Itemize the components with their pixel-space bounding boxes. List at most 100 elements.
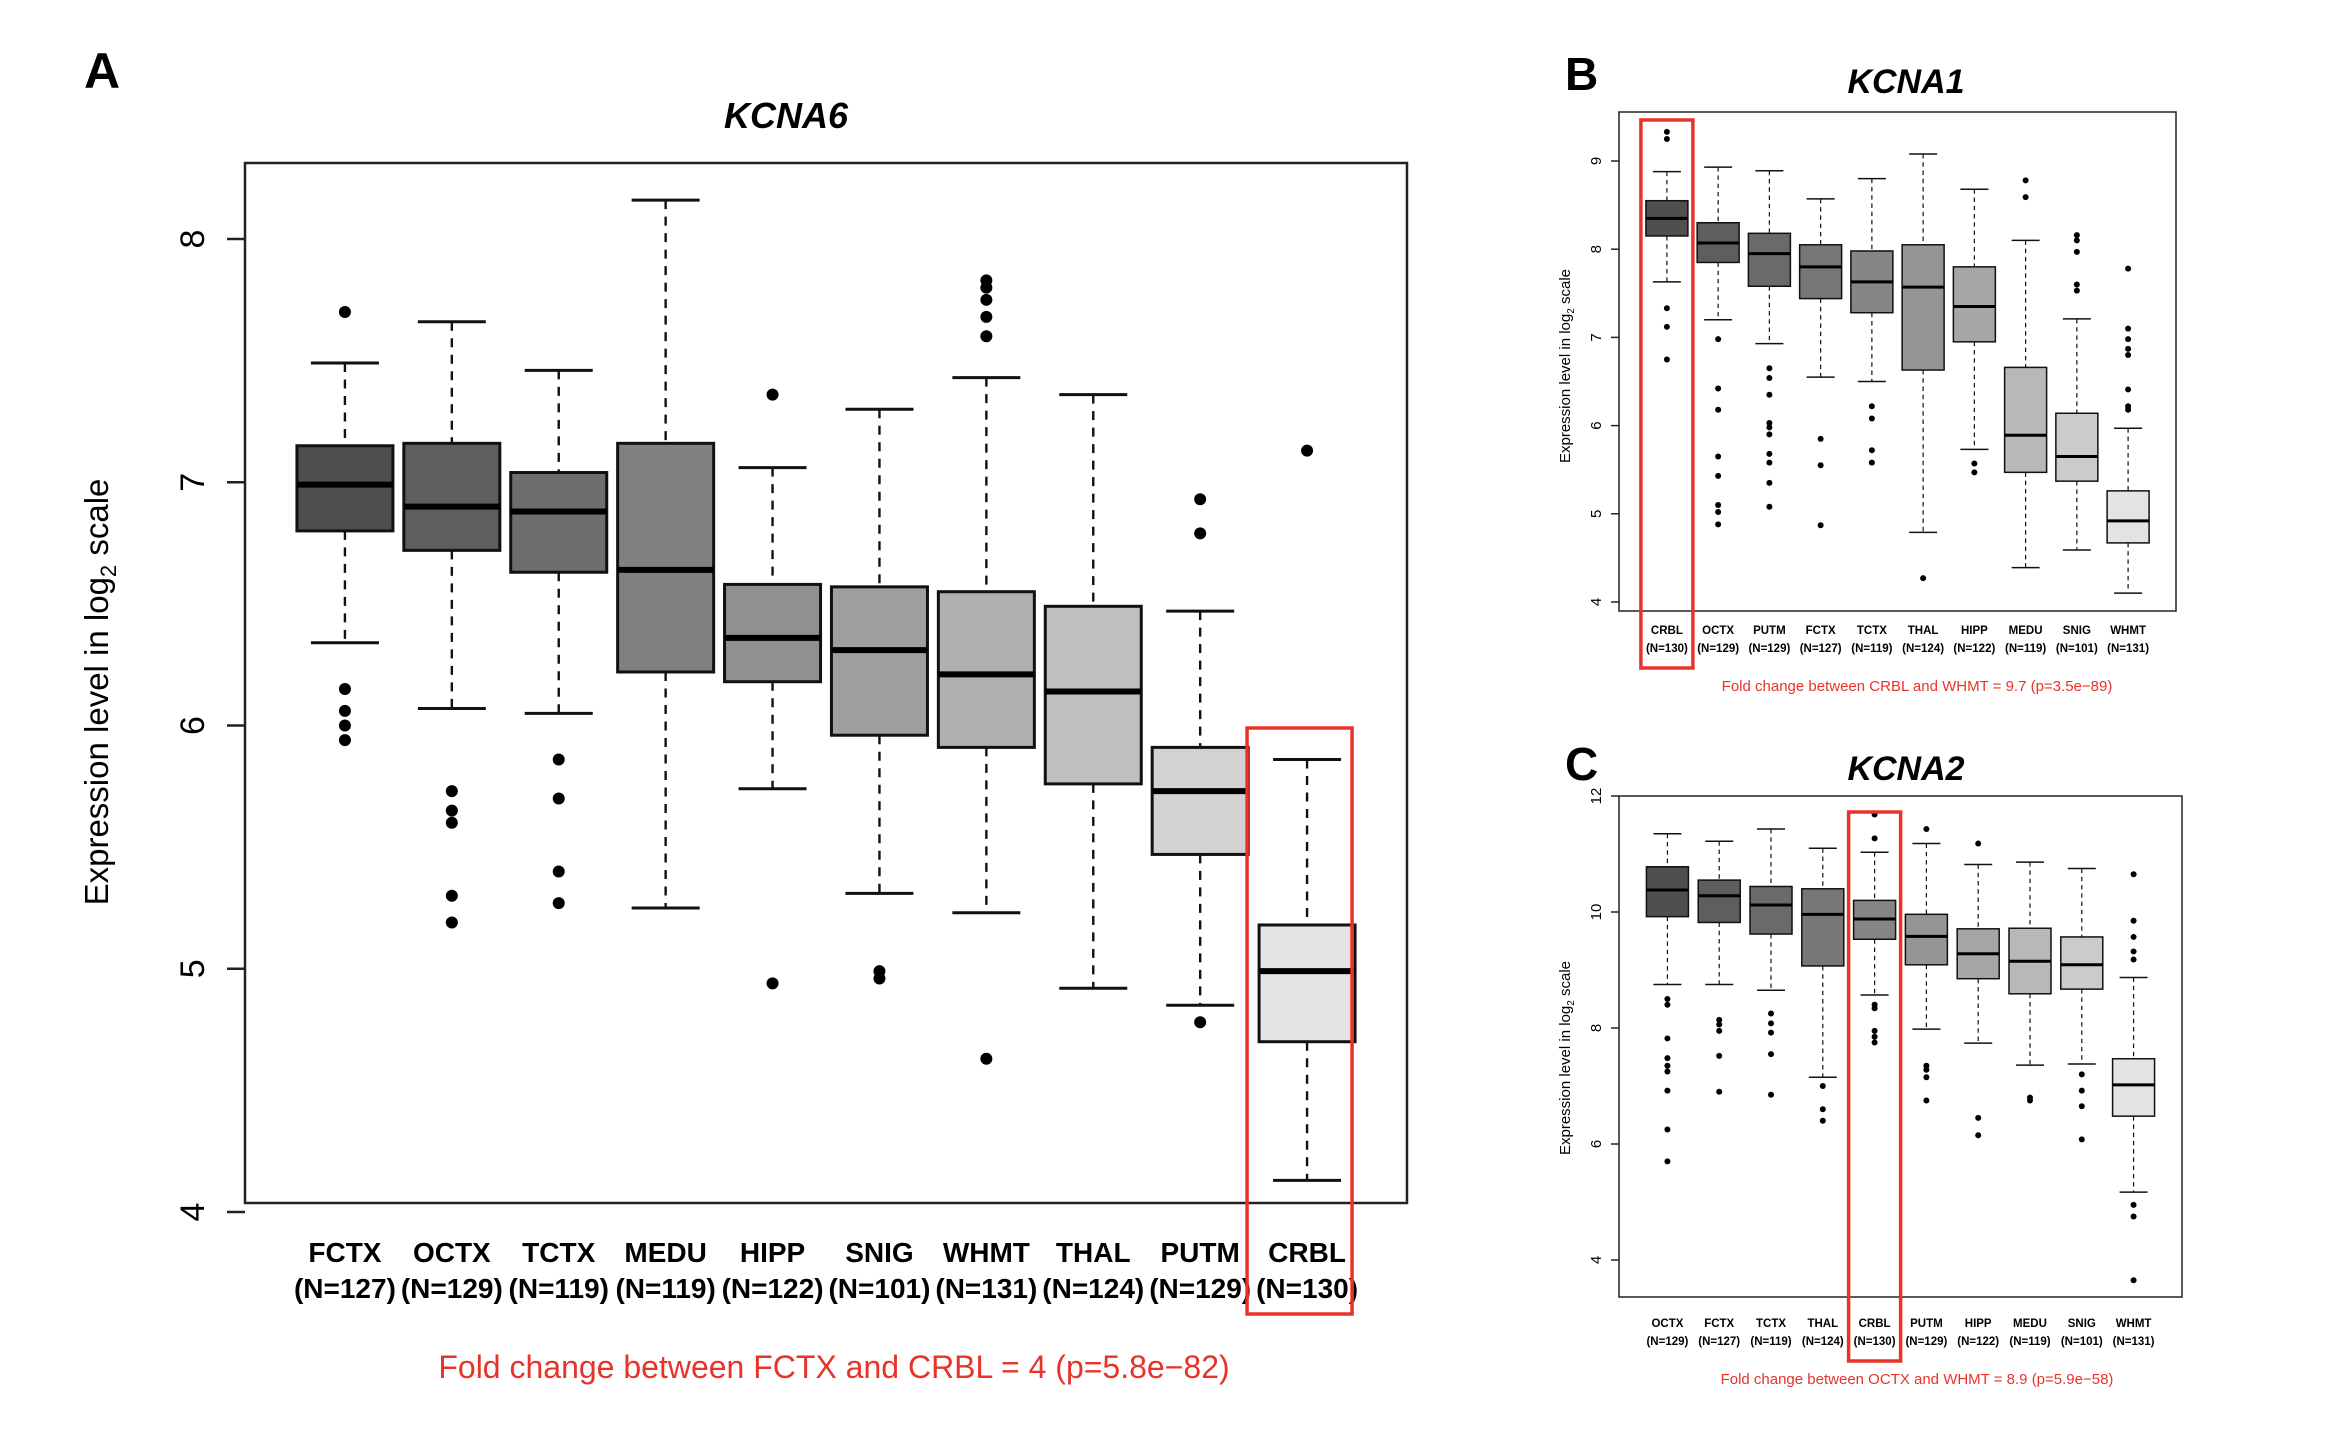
y-tick-label: 6 [174,716,212,735]
iqr-box [1150,745,1250,856]
outlier-point [338,719,351,732]
x-tick-sample-size: (N=124) [1802,1336,1844,1348]
iqr-box [2003,366,2048,474]
panel-c-kcna2: C KCNA2 Expression level in log2 scale 4… [1557,738,2183,1388]
outlier-point [1716,1088,1723,1095]
y-axis-label: Expression level in log2 scale [78,479,121,906]
x-tick-sample-size: (N=129) [401,1273,503,1304]
y-axis-label-subscript: 2 [96,565,121,577]
iqr-box [2106,490,2150,544]
outlier-point [1716,1021,1723,1028]
y-axis-label: Expression level in log2 scale [1557,961,1577,1155]
outlier-point [1715,509,1722,516]
box-fctx [1697,840,1741,1095]
outlier-point [552,753,565,766]
outlier-point [2130,956,2137,963]
x-tick-label: WHMT [943,1237,1030,1268]
outlier-point [1715,453,1722,460]
x-tick-sample-size: (N=127) [1698,1336,1740,1348]
x-tick-label: TCTX [1857,625,1887,637]
outlier-point [1715,406,1722,413]
x-tick-label: SNIG [2063,625,2091,637]
outlier-point [445,889,458,902]
outlier-point [1664,996,1671,1002]
outlier-point [1663,323,1670,330]
x-tick-sample-size: (N=101) [2056,643,2098,655]
plot-area: 4 5 6 7 8 9 CRBL (N=130) OCTX (N=129) PUTM (N=129) F… [1588,111,2177,670]
panel-a-kcna6: A KCNA6 Expression level in log2 scale 4… [78,43,1409,1385]
outlier-point [2125,265,2132,272]
outlier-point [2130,871,2137,878]
y-axis-label-main: Expression level in log [1557,314,1574,463]
box-tctx [1749,828,1793,1098]
x-tick-sample-size: (N=124) [1042,1273,1144,1304]
outlier-point [1868,459,1875,466]
outlier-point [1768,1010,1775,1017]
y-tick-label: 10 [1588,904,1605,921]
x-tick-sample-size: (N=130) [1646,643,1688,655]
outlier-point [1871,835,1878,842]
x-tick-sample-size: (N=130) [1854,1336,1896,1348]
box-hipp [723,388,823,990]
outlier-point [2130,948,2137,955]
box-crbl [1852,811,1897,1046]
outlier-point [1716,1027,1723,1034]
x-tick-label: PUTM [1160,1237,1239,1268]
outlier-point [1923,1097,1930,1104]
outlier-point [1817,522,1824,529]
plot-area: 4 5 6 7 8 FCTX (N=127) OCTX (N=129) TCTX (N=119) ME… [174,161,1409,1316]
outlier-point [1664,1001,1671,1008]
x-tick-label: THAL [1807,1318,1838,1330]
outlier-point [338,683,351,696]
outlier-point [1868,415,1875,422]
outlier-point [1766,424,1773,431]
x-tick-label: WHMT [2116,1318,2152,1330]
box-whmt [2111,871,2156,1284]
box-tctx [1850,177,1894,466]
outlier-point [1715,501,1722,508]
outlier-point [1868,403,1875,410]
outlier-point [1768,1091,1775,1098]
outlier-point [1663,128,1670,135]
y-tick-label: 4 [1588,1256,1605,1264]
outlier-point [1194,527,1207,540]
outlier-point [1975,1114,1982,1121]
x-tick-sample-size: (N=122) [722,1273,824,1304]
outlier-point [1766,374,1773,381]
outlier-point [980,1052,993,1065]
iqr-box [829,585,929,737]
outlier-point [1868,447,1875,454]
x-tick-label: SNIG [845,1237,913,1268]
outlier-point [552,865,565,878]
outlier-point [2022,177,2029,184]
x-tick-sample-size: (N=129) [1646,1336,1688,1348]
x-tick-label: WHMT [2110,625,2146,637]
outlier-point [1871,1039,1878,1046]
outlier-point [1716,1052,1723,1059]
outlier-point [338,734,351,747]
x-tick-label: OCTX [1702,625,1734,637]
iqr-box [295,444,395,533]
x-tick-sample-size: (N=129) [1905,1336,1947,1348]
outlier-point [1819,1083,1826,1089]
outlier-point [2078,1103,2085,1110]
outlier-point [552,792,565,805]
x-tick-sample-size: (N=129) [1149,1273,1251,1304]
highlight-box [1846,810,1903,1363]
outlier-point [980,293,993,306]
x-tick-label: MEDU [2013,1318,2047,1330]
outlier-point [2078,1136,2085,1143]
outlier-point [2078,1071,2085,1078]
y-tick-label: 6 [1588,421,1605,429]
y-tick-label: 8 [174,230,212,249]
y-axis-label-tail: scale [78,479,115,565]
outlier-point [1817,435,1824,442]
box-medu [2008,861,2052,1104]
outlier-point [445,916,458,929]
outlier-point [1715,336,1722,343]
y-axis-label-subscript: 2 [1566,308,1577,314]
x-tick-sample-size: (N=131) [935,1273,1037,1304]
outlier-point [1715,385,1722,392]
y-tick-label: 7 [1588,333,1605,341]
